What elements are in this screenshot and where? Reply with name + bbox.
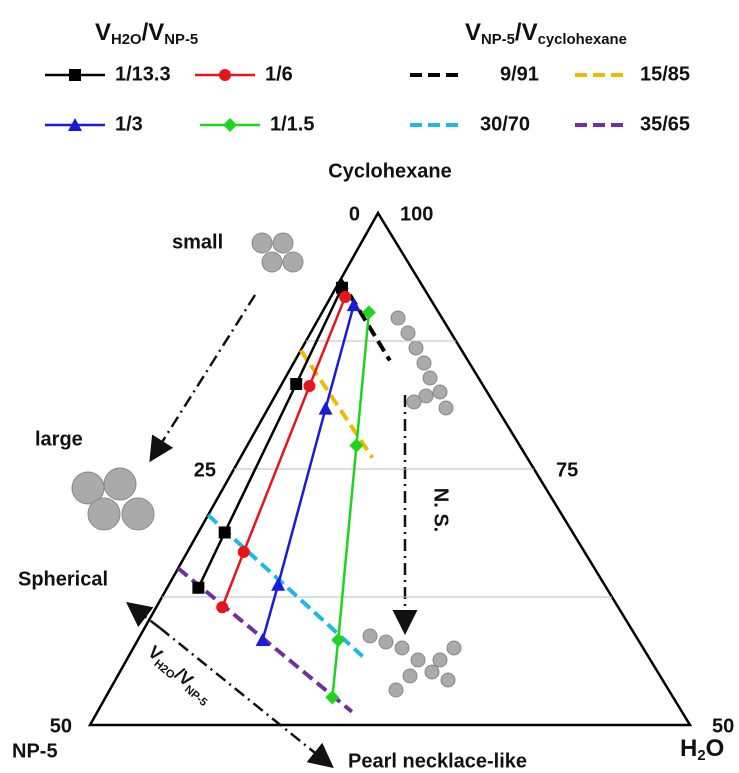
legend-label: 1/13.3 <box>115 63 171 85</box>
dashed-legend-title-part: /V <box>515 19 538 46</box>
dashed-legend-title: VNP-5/Vcyclohexane <box>465 19 627 48</box>
right-tick-label: 100 <box>400 203 433 225</box>
legend-label: 35/65 <box>640 113 690 135</box>
legend-label: 1/1.5 <box>270 113 314 135</box>
vertex-right-part: 2 <box>697 748 705 764</box>
marker <box>319 402 333 415</box>
marker <box>303 380 315 392</box>
dashed-legend-title-part: NP-5 <box>481 32 515 48</box>
legend-marker <box>219 69 231 81</box>
right-tick-label: 75 <box>556 459 578 481</box>
annotation: Spherical <box>18 568 108 590</box>
marker <box>325 690 339 704</box>
marker <box>238 546 250 558</box>
legend-label: 1/6 <box>265 63 293 85</box>
left-tick-label: 50 <box>50 715 72 737</box>
legend-title-part: NP-5 <box>164 32 198 48</box>
legend-title-part: V <box>95 19 111 46</box>
legend-title: VH2O/VNP-5 <box>95 19 198 48</box>
annotation: N. S. <box>430 488 452 532</box>
vertex-top: Cyclohexane <box>328 160 451 182</box>
right-tick-label: 50 <box>712 715 734 737</box>
left-tick-label: 0 <box>349 203 360 225</box>
marker <box>216 601 228 613</box>
legend-title-part: H2O <box>111 32 142 48</box>
marker <box>339 291 351 303</box>
dashed-legend-title-part: cyclohexane <box>538 32 627 48</box>
vertex-right: H2O <box>680 735 724 764</box>
legend-marker <box>69 69 81 81</box>
marker <box>290 378 302 390</box>
marker <box>192 582 204 594</box>
annotation: Pearl necklace-like <box>348 750 527 772</box>
annotation-ratio-part: NP-5 <box>182 683 209 709</box>
vertex-right-part: H <box>680 735 697 762</box>
annotation-ratio: VH2O/VNP-5 <box>142 641 216 709</box>
annotation: small <box>172 231 223 253</box>
legend-marker <box>223 118 237 132</box>
vertex-left: NP-5 <box>12 740 58 762</box>
vertex-right-part: O <box>706 735 725 762</box>
legend-label: 15/85 <box>640 63 690 85</box>
series-line <box>198 288 342 588</box>
legend-label: 30/70 <box>480 113 530 135</box>
dashed-legend-title-part: V <box>465 19 481 46</box>
chart: 025501007550CyclohexaneNP-5H2OVH2O/VNP-5… <box>0 0 739 773</box>
legend-title-part: /V <box>142 19 165 46</box>
left-tick-label: 25 <box>194 459 216 481</box>
legend-label: 9/91 <box>500 63 539 85</box>
marker <box>219 526 231 538</box>
legend-label: 1/3 <box>115 113 143 135</box>
annotation: large <box>35 428 83 450</box>
marker <box>331 633 345 647</box>
